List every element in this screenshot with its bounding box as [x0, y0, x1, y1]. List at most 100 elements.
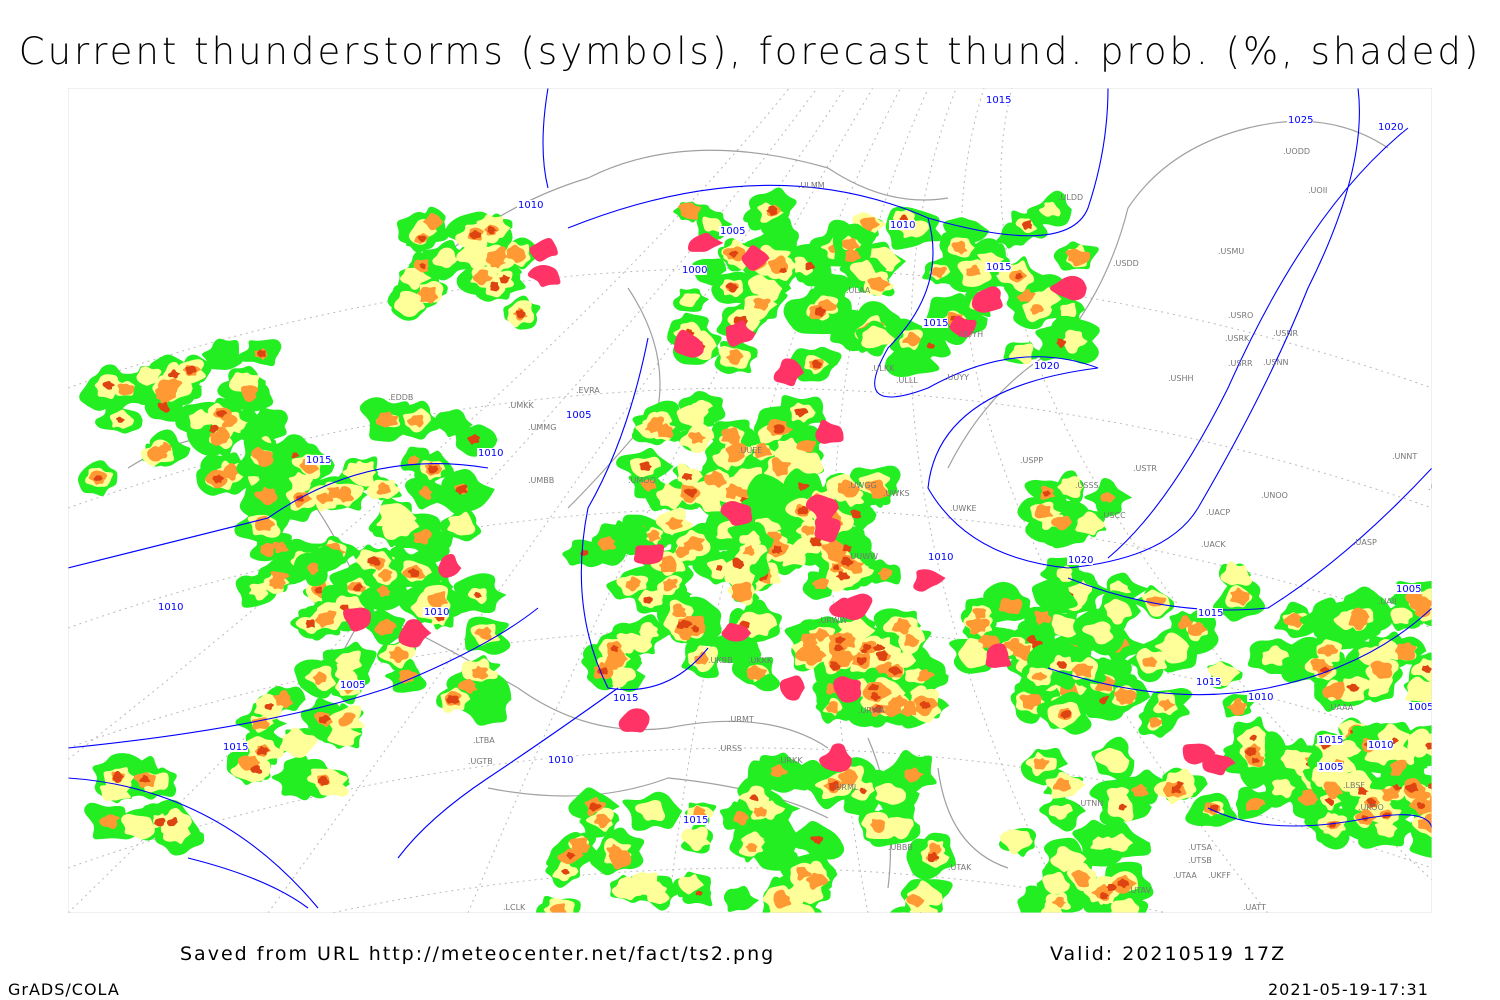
station-label: .UNNT — [1392, 452, 1417, 461]
probability-area — [787, 902, 816, 913]
probability-area — [256, 745, 270, 755]
probability-area — [117, 383, 135, 396]
probability-area — [1000, 829, 1033, 855]
probability-area — [837, 768, 859, 786]
probability-area — [678, 874, 705, 895]
station-label: .ULKK — [871, 364, 895, 373]
station-label: .EVRA — [576, 386, 600, 395]
generated-timestamp: 2021-05-19-17:31 — [1268, 980, 1429, 999]
probability-area — [1082, 621, 1114, 645]
probability-area — [639, 622, 659, 642]
probability-area — [1421, 665, 1432, 673]
probability-area — [695, 890, 703, 896]
probability-area — [407, 568, 420, 578]
station-label: .URKK — [778, 756, 803, 765]
probability-area — [870, 818, 886, 833]
probability-area — [1051, 515, 1073, 531]
probability-area — [642, 881, 670, 904]
software-credit: GrADS/COLA — [8, 980, 120, 999]
station-label: .LBSF — [1343, 781, 1365, 790]
probability-area — [1104, 598, 1132, 625]
thunderstorm-symbol — [343, 607, 371, 632]
station-label: .UBBB — [888, 843, 913, 852]
isobar — [1107, 127, 1409, 559]
probability-area — [725, 282, 739, 293]
probability-area — [965, 618, 990, 635]
station-label: .EDDB — [388, 393, 413, 402]
isobar — [68, 607, 539, 749]
probability-area — [1094, 747, 1130, 774]
probability-area — [1178, 615, 1194, 630]
probability-area — [779, 267, 787, 274]
thunderstorm-symbol — [1049, 275, 1087, 301]
thunderstorm-symbol — [527, 265, 561, 287]
probability-area — [1280, 749, 1309, 770]
valid-time: Valid: 20210519 17Z — [1050, 943, 1287, 965]
probability-area — [741, 831, 765, 848]
probability-area — [1171, 784, 1182, 794]
probability-area — [594, 813, 612, 829]
probability-area — [221, 414, 238, 428]
probability-area — [515, 309, 526, 319]
probability-area — [240, 385, 259, 403]
probability-area — [419, 263, 426, 270]
station-label: .UKOO — [1358, 803, 1384, 812]
probability-area — [316, 492, 334, 505]
probability-area — [728, 250, 739, 258]
probability-area — [1008, 343, 1034, 365]
probability-area — [121, 814, 155, 840]
probability-area — [1324, 797, 1334, 806]
station-label: .USTR — [1133, 464, 1157, 473]
probability-area — [1417, 813, 1432, 833]
probability-area — [1251, 757, 1260, 764]
isobar-label-bg — [477, 448, 503, 458]
thunderstorm-symbol — [618, 708, 650, 733]
probability-area — [794, 408, 809, 418]
probability-area — [1404, 782, 1419, 793]
thunderstorm-symbol — [721, 623, 752, 642]
isobar-label: 1015 — [223, 742, 248, 753]
station-label: .UMKK — [508, 401, 535, 410]
isobars — [68, 88, 1432, 909]
probability-area — [136, 366, 162, 386]
probability-area — [1051, 614, 1078, 638]
probability-area — [1392, 737, 1400, 745]
probability-area — [221, 463, 241, 481]
station-label: .UTSA — [1188, 843, 1213, 852]
probability-area — [317, 776, 330, 786]
probability-area — [99, 814, 120, 830]
probability-area — [870, 483, 890, 499]
probability-area — [845, 249, 861, 262]
isobar-label-bg — [985, 262, 1011, 272]
probability-area — [606, 843, 625, 857]
probability-area — [865, 479, 884, 493]
probability-area — [899, 214, 909, 222]
probability-area — [1187, 621, 1208, 636]
thunderstorm-symbol — [633, 544, 665, 565]
probability-area — [929, 842, 942, 855]
probability-area — [158, 441, 172, 455]
isobar-label: 1020 — [1068, 555, 1093, 566]
probability-area — [1019, 692, 1042, 710]
probability-area — [1042, 490, 1052, 497]
station-label: .URWW — [818, 616, 848, 625]
probability-area — [606, 651, 628, 668]
probability-area — [809, 536, 822, 547]
source-url: Saved from URL http://meteocenter.net/fa… — [180, 943, 776, 965]
probability-area — [842, 544, 852, 552]
station-label: .UACK — [1201, 540, 1226, 549]
probability-area — [215, 410, 228, 418]
coastline — [367, 607, 829, 749]
probability-area — [1113, 687, 1137, 705]
probability-area — [417, 235, 427, 243]
probability-area — [877, 567, 893, 581]
probability-area — [867, 276, 891, 292]
probability-area — [766, 205, 778, 216]
probability-area — [1106, 787, 1129, 804]
station-label: .UKFF — [1208, 871, 1231, 880]
probability-area — [681, 473, 693, 481]
probability-area — [715, 565, 723, 572]
station-label: .UKBB — [708, 656, 733, 665]
probability-area — [770, 764, 788, 778]
station-label: .ULMM — [798, 181, 825, 190]
